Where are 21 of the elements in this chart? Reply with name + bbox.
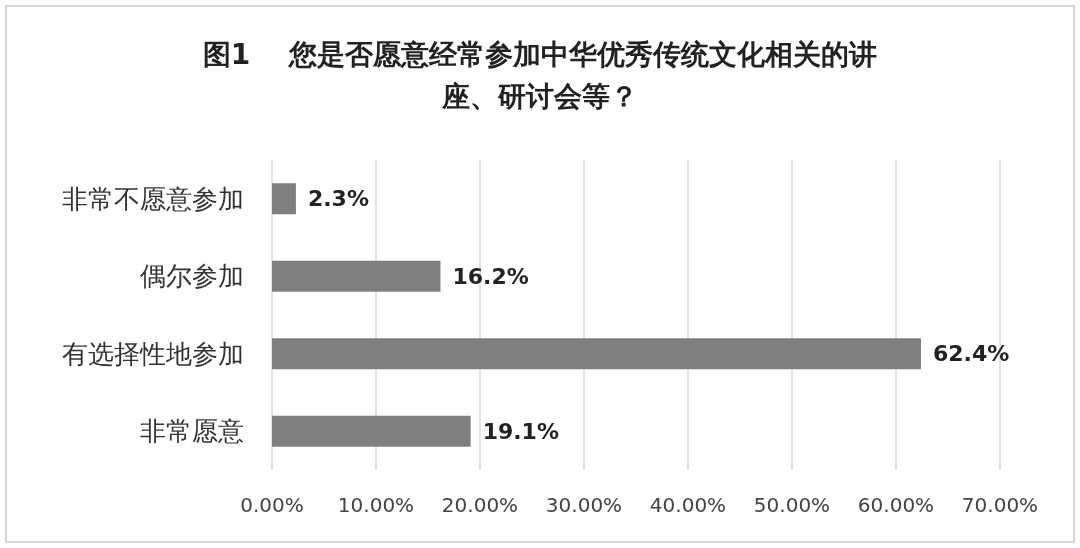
- data-label: 16.2%: [452, 263, 529, 289]
- x-tick-label: 0.00%: [240, 493, 304, 517]
- bar: [272, 338, 921, 370]
- data-label: 2.3%: [307, 186, 369, 212]
- data-label: 19.1%: [482, 418, 559, 444]
- bar: [272, 183, 296, 215]
- x-tick-label: 30.00%: [545, 493, 623, 517]
- y-tick-label: 非常不愿意参加: [62, 183, 244, 214]
- x-tick-label: 60.00%: [857, 493, 935, 517]
- y-tick-label: 非常愿意: [140, 416, 244, 447]
- bar: [272, 260, 441, 292]
- y-tick-label: 有选择性地参加: [62, 338, 244, 369]
- x-tick-label: 20.00%: [441, 493, 519, 517]
- x-tick-label: 40.00%: [649, 493, 727, 517]
- x-tick-label: 10.00%: [337, 493, 415, 517]
- bar: [272, 415, 471, 447]
- x-tick-label: 50.00%: [753, 493, 831, 517]
- data-label: 62.4%: [932, 341, 1010, 367]
- y-tick-label: 偶尔参加: [140, 261, 244, 292]
- x-tick-label: 70.00%: [961, 493, 1039, 517]
- chart-title: 图1 您是否愿意经常参加中华优秀传统文化相关的讲座、研讨会等？: [202, 38, 878, 113]
